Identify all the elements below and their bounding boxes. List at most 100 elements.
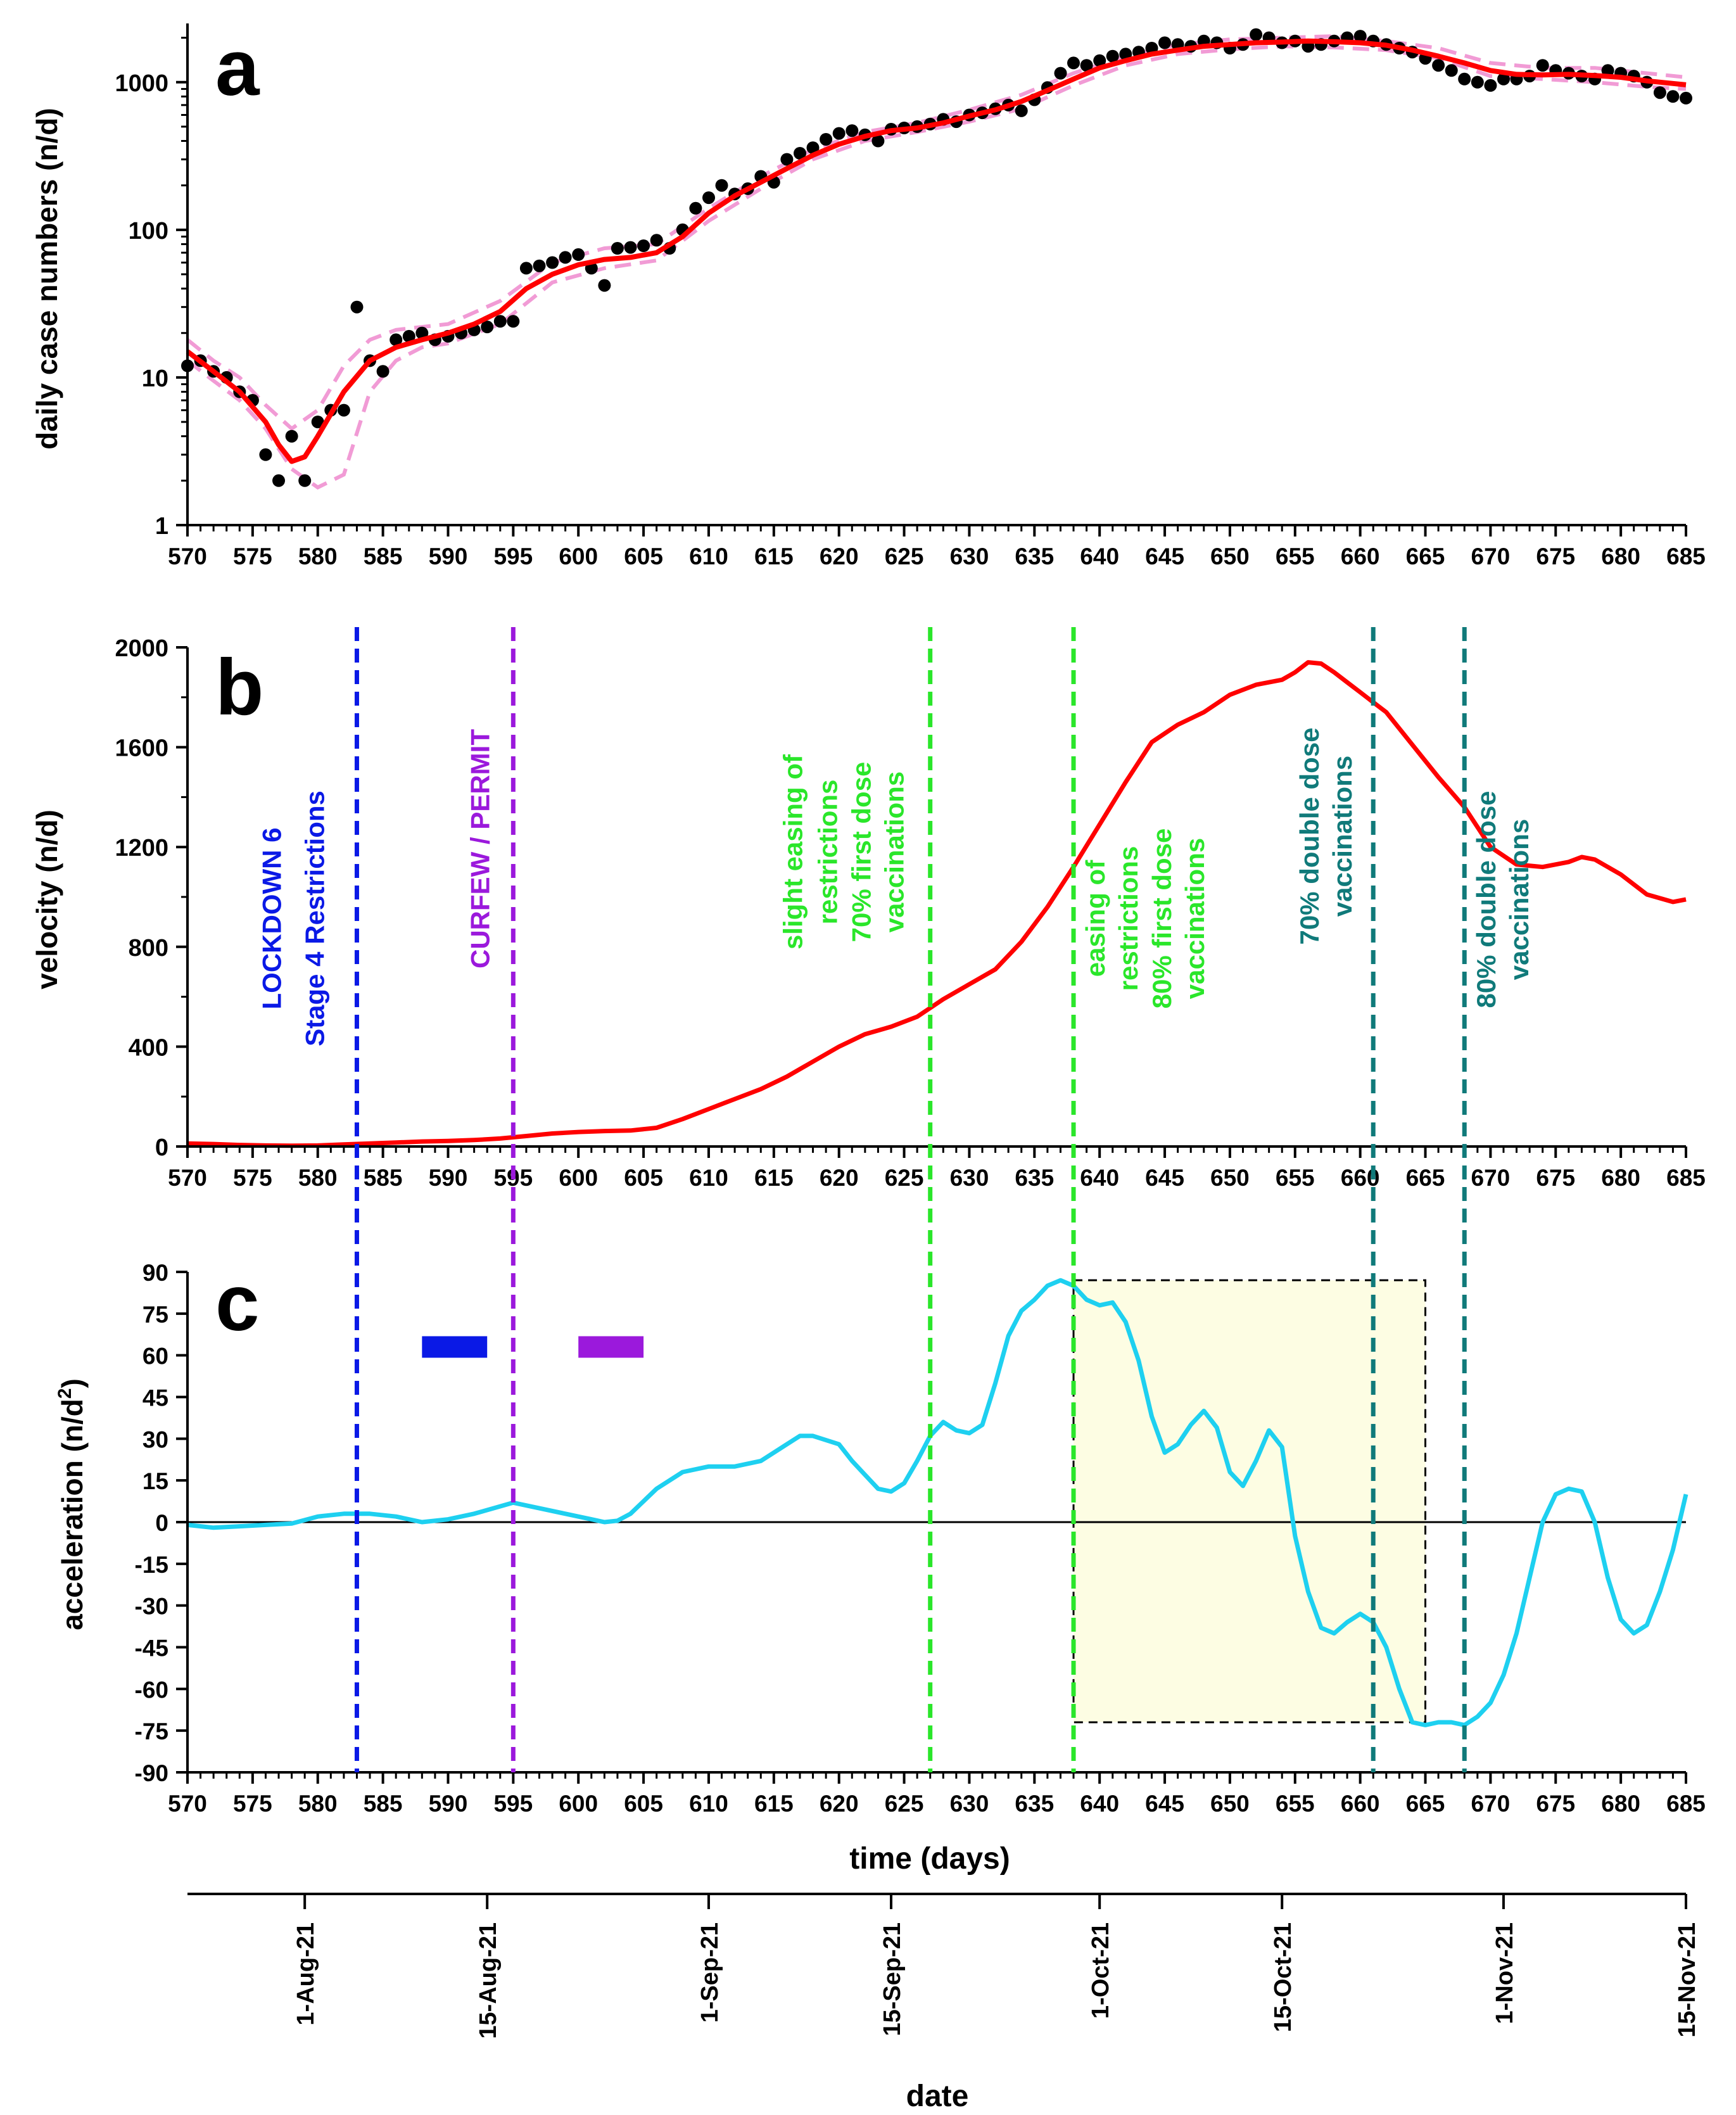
date-axis: 1-Aug-21 15-Aug-21 1-Sep-21 15-Sep-21 1-Oct-… (187, 1893, 1701, 2039)
data-point (1471, 75, 1484, 89)
velocity-line (187, 660, 1687, 1148)
data-point (820, 133, 833, 146)
x-tick-label: 625 (885, 1165, 924, 1191)
y-tick-label: 60 (143, 1343, 168, 1369)
y-tick-label: 90 (143, 1260, 168, 1286)
date-tick-label: 1-Nov-21 (1492, 1922, 1518, 2024)
event-label-line: restrictions (1113, 846, 1143, 991)
x-tick-label: 650 (1210, 543, 1250, 569)
data-point (285, 429, 298, 443)
x-tick-label: 575 (233, 1791, 272, 1817)
event-label-line: 70% first dose (847, 762, 877, 943)
y-tick-label: 1000 (115, 70, 168, 97)
x-tick-label: 590 (429, 1165, 468, 1191)
event-label-line: 70% double dose (1295, 727, 1324, 944)
data-point (624, 241, 637, 254)
x-tick-label: 630 (950, 543, 989, 569)
date-tick-label: 1-Sep-21 (697, 1922, 723, 2023)
x-tick-label: 600 (559, 1791, 598, 1817)
y-tick-label: 2000 (115, 635, 168, 662)
acceleration-line (187, 1278, 1688, 1727)
y-tick-label: -45 (135, 1635, 168, 1661)
x-tick-label: 570 (168, 1791, 207, 1817)
x-tick-label: 655 (1276, 1165, 1315, 1191)
data-point (337, 403, 350, 417)
panel-c-ylabel-close: ) (56, 1378, 89, 1388)
x-tick-label: 665 (1406, 1791, 1445, 1817)
x-tick-label: 650 (1210, 1791, 1250, 1817)
data-point (1054, 67, 1067, 80)
panel-a-ylabel: daily case numbers (n/d) (30, 108, 63, 449)
x-tick-label: 620 (820, 1165, 859, 1191)
y-tick-label: -75 (135, 1718, 168, 1744)
x-tick-label: 625 (885, 1791, 924, 1817)
y-tick-label: 45 (143, 1385, 168, 1411)
lockdown-period-bar (422, 1336, 488, 1358)
date-tick-label: 1-Aug-21 (293, 1922, 319, 2026)
x-tick-label: 585 (364, 543, 403, 569)
x-tick-label: 590 (429, 1791, 468, 1817)
x-tick-label: 665 (1406, 543, 1445, 569)
data-point (598, 279, 611, 292)
date-axis-label: date (906, 2080, 969, 2113)
x-tick-label: 600 (559, 543, 598, 569)
event-labels: LOCKDOWN 6 Stage 4 Restrictions CURFEW / P… (257, 727, 1534, 1046)
y-tick-label: -90 (135, 1760, 168, 1786)
event-label-line: Stage 4 Restrictions (300, 791, 329, 1046)
y-tick-label: -30 (135, 1594, 168, 1620)
x-tick-label: 570 (168, 1165, 207, 1191)
x-tick-label: 655 (1276, 1791, 1315, 1817)
data-point (546, 256, 559, 269)
data-point (376, 365, 390, 378)
data-point (1067, 56, 1080, 70)
y-tick-label: 100 (129, 218, 168, 245)
x-tick-label: 635 (1015, 1165, 1054, 1191)
y-tick-label: 75 (143, 1302, 168, 1328)
data-point (806, 141, 820, 155)
panel-a-letter: a (215, 24, 260, 112)
x-tick-label: 590 (429, 543, 468, 569)
data-point (272, 474, 285, 487)
data-point (402, 329, 415, 343)
data-point (1653, 86, 1666, 99)
x-tick-label: 680 (1601, 1791, 1640, 1817)
date-tick-label: 15-Sep-21 (879, 1922, 906, 2036)
event-label-line: vaccinations (880, 772, 909, 932)
x-tick-label: 580 (298, 1165, 338, 1191)
x-tick-label: 595 (493, 543, 533, 569)
y-tick-label: 800 (129, 935, 168, 962)
event-label-line: 80% double dose (1471, 791, 1501, 1008)
x-tick-label: 650 (1210, 1165, 1250, 1191)
x-tick-label: 645 (1145, 1791, 1184, 1817)
x-tick-label: 605 (624, 543, 663, 569)
curfew-period-bar (578, 1336, 644, 1358)
x-tick-label: 605 (624, 1165, 663, 1191)
data-point (311, 416, 324, 429)
data-point (832, 127, 846, 140)
y-tick-label: 1 (155, 513, 168, 540)
data-point (1353, 30, 1367, 43)
data-point (689, 201, 702, 215)
x-tick-label: 685 (1666, 1165, 1706, 1191)
panel-c-ylabel-sup: 2 (54, 1388, 75, 1399)
event-label-line: easing of (1080, 860, 1110, 977)
data-point (794, 147, 806, 160)
x-tick-label: 580 (298, 543, 338, 569)
x-tick-label: 610 (689, 1791, 728, 1817)
x-tick-label: 635 (1015, 543, 1054, 569)
x-tick-label: 630 (950, 1165, 989, 1191)
x-tick-label: 615 (754, 1791, 794, 1817)
x-tick-label: 575 (233, 1165, 272, 1191)
data-point (1080, 59, 1093, 72)
event-label-line: vaccinations (1504, 819, 1534, 980)
y-tick-label: 0 (155, 1134, 168, 1161)
x-tick-label: 685 (1666, 1791, 1706, 1817)
panel-c-xlabel: time (days) (849, 1842, 1010, 1876)
data-point (350, 300, 364, 314)
y-tick-label: 1600 (115, 735, 168, 762)
x-tick-label: 685 (1666, 543, 1706, 569)
x-tick-label: 680 (1601, 543, 1640, 569)
data-point (481, 321, 494, 334)
data-point (559, 251, 572, 264)
